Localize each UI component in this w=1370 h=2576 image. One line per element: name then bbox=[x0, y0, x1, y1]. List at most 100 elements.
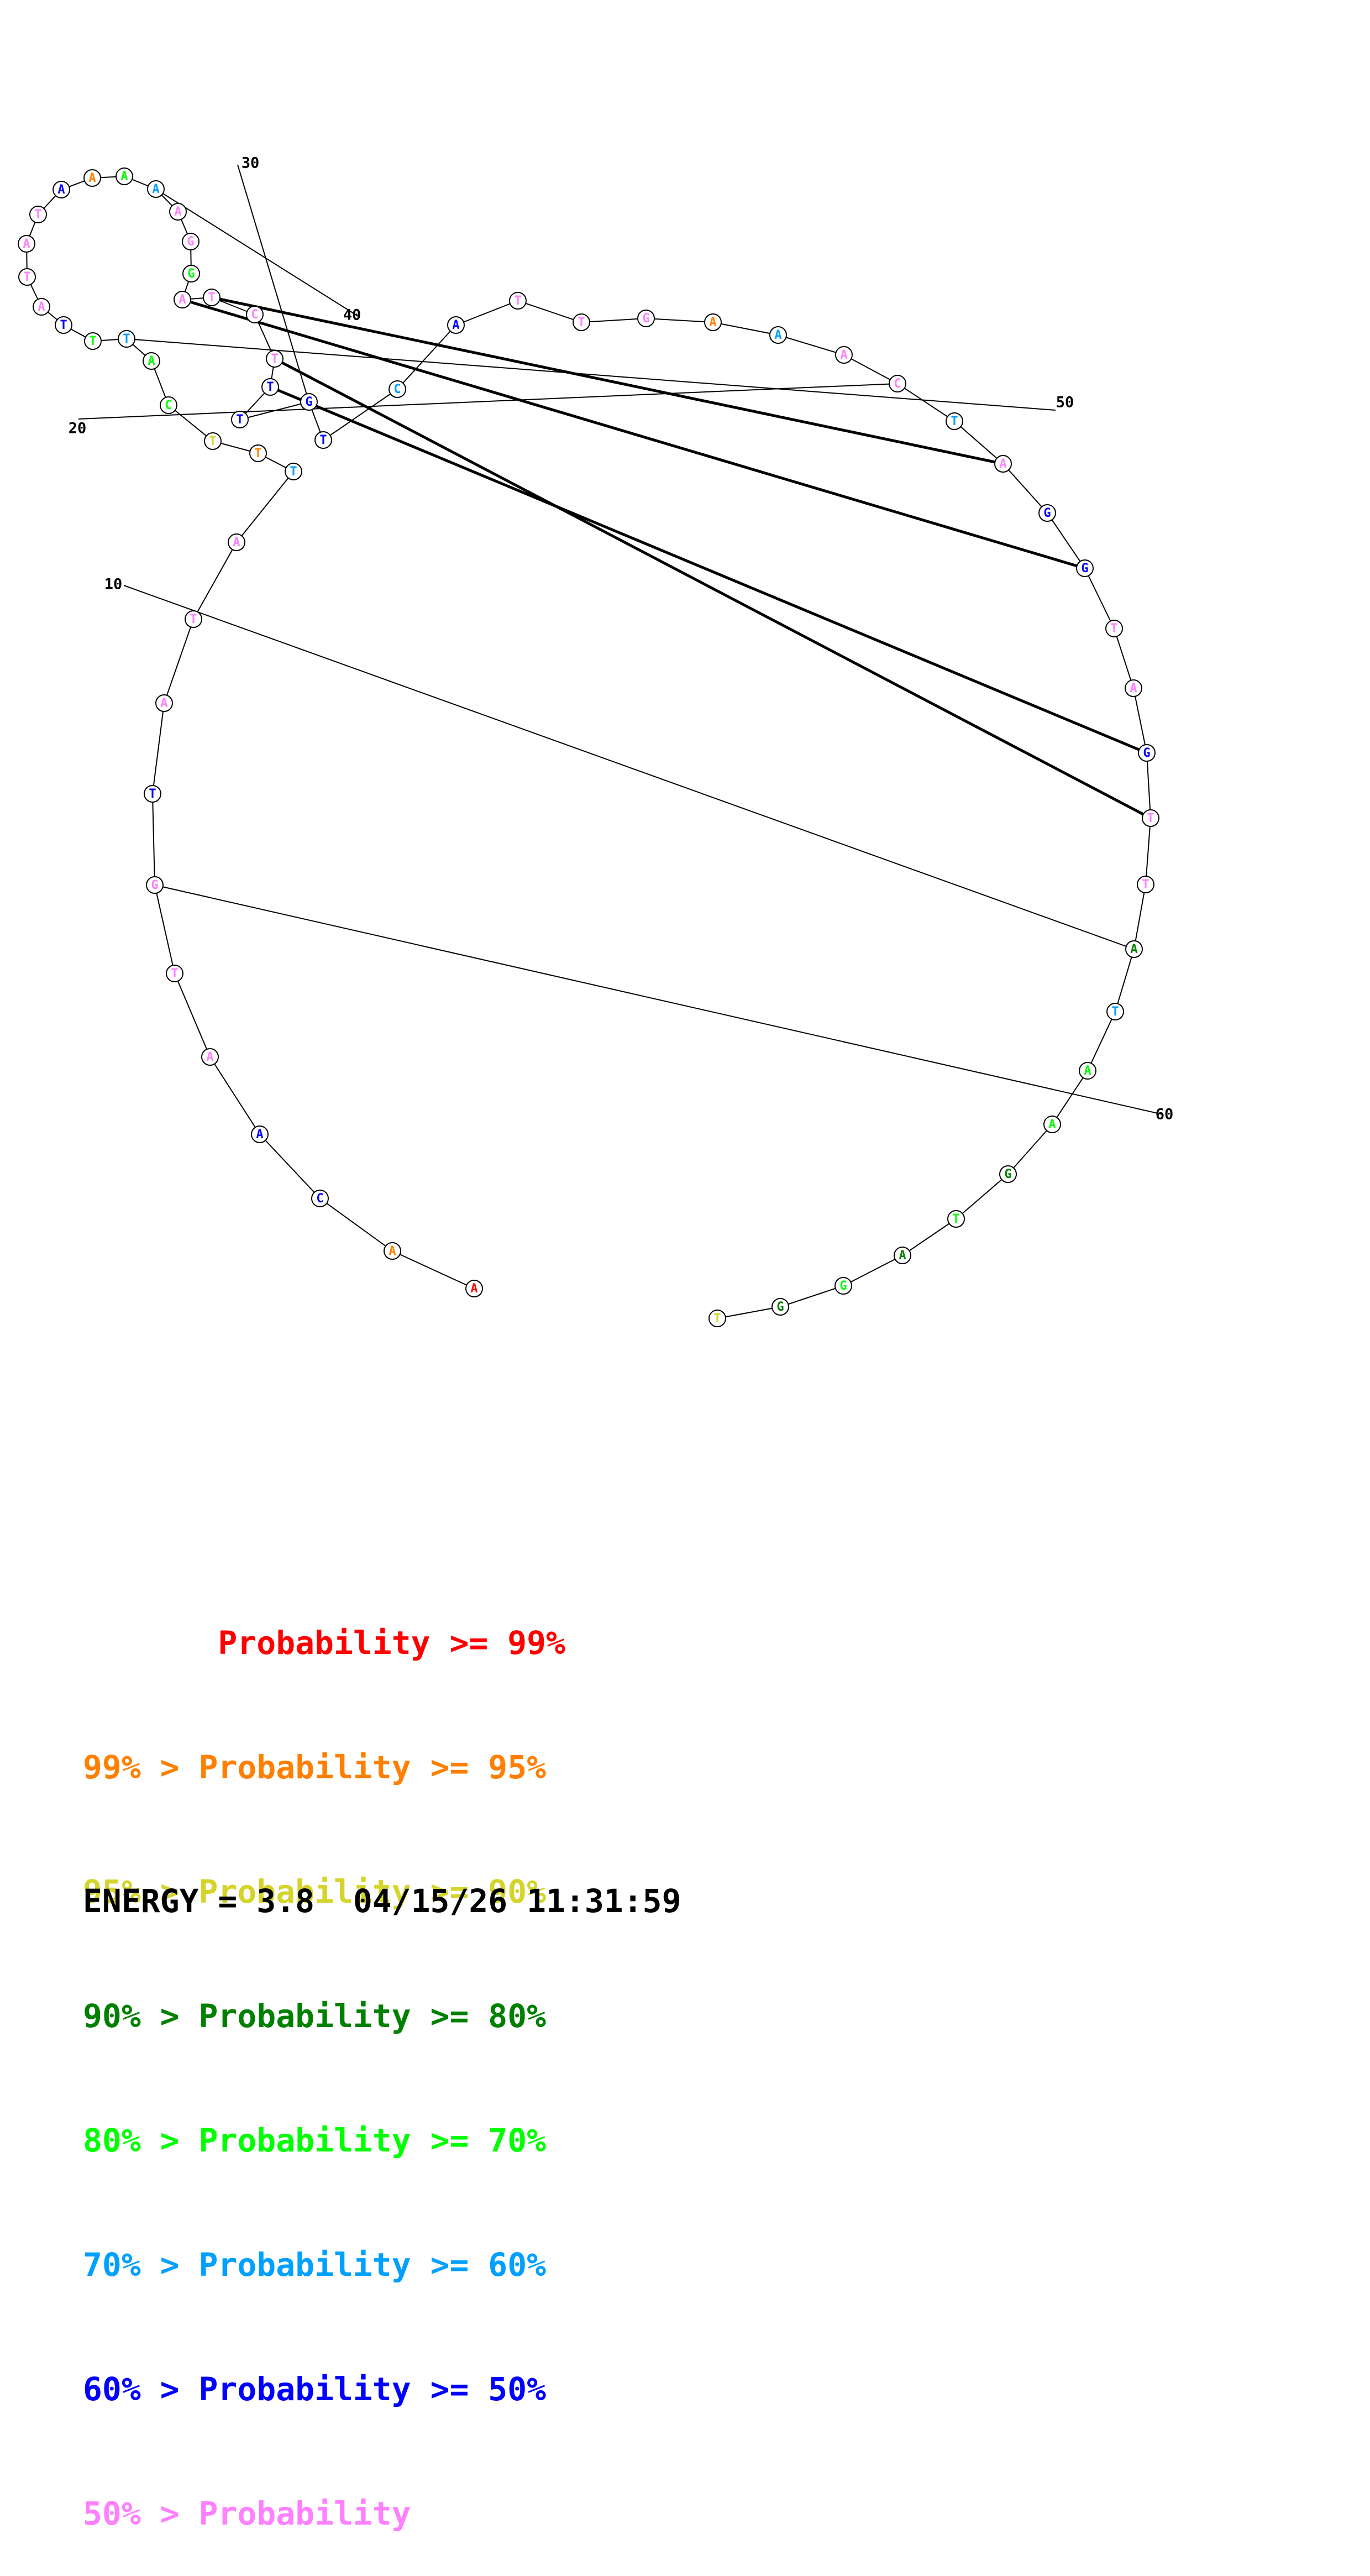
nucleotide-circle bbox=[573, 313, 590, 331]
backbone-segment bbox=[455, 300, 518, 326]
nucleotide-51: A bbox=[143, 352, 160, 370]
nucleotide-2: G bbox=[771, 1298, 789, 1316]
nucleotide-circle bbox=[231, 411, 249, 428]
nucleotide-10: A bbox=[1125, 940, 1143, 958]
index-tick bbox=[78, 383, 898, 420]
nucleotide-circle bbox=[285, 463, 302, 480]
backbone-segment bbox=[717, 1306, 781, 1319]
backbone-segment bbox=[164, 619, 194, 704]
nucleotide-12: T bbox=[1142, 809, 1159, 827]
legend-line-p60: 70% > Probability >= 60% bbox=[83, 2246, 547, 2284]
nucleotide-base: A bbox=[840, 348, 847, 362]
nucleotide-base: A bbox=[152, 182, 159, 196]
nucleotide-circle bbox=[1125, 940, 1143, 958]
nucleotide-base: C bbox=[393, 383, 401, 396]
nucleotide-base: A bbox=[999, 457, 1006, 471]
nucleotide-circle bbox=[889, 375, 906, 392]
backbone-segment bbox=[645, 318, 713, 323]
nucleotide-circle bbox=[1142, 809, 1159, 827]
nucleotide-53: T bbox=[204, 432, 222, 450]
nucleotide-11: T bbox=[1137, 876, 1154, 893]
nucleotide-base: G bbox=[1043, 506, 1051, 520]
nucleotide-base: A bbox=[774, 328, 781, 342]
nucleotide-base: G bbox=[1004, 1167, 1011, 1181]
nucleotide-circle bbox=[1076, 559, 1094, 577]
nucleotide-circle bbox=[249, 444, 267, 462]
nucleotide-circle bbox=[166, 965, 183, 982]
backbone-segment bbox=[152, 793, 155, 886]
nucleotide-circle bbox=[147, 180, 165, 198]
nucleotide-base: A bbox=[38, 300, 45, 314]
nucleotide-circle bbox=[160, 396, 177, 414]
nucleotide-circle bbox=[204, 432, 222, 450]
legend-line-p99: Probability >= 99% bbox=[83, 1624, 565, 1662]
nucleotide-circle bbox=[994, 455, 1012, 473]
nucleotide-27: A bbox=[447, 316, 465, 334]
nucleotide-48: T bbox=[55, 316, 72, 334]
nucleotide-base: T bbox=[236, 413, 243, 427]
nucleotide-circle bbox=[465, 1280, 483, 1297]
index-tick bbox=[126, 338, 1056, 411]
backbone-segment bbox=[1084, 568, 1115, 629]
nucleotide-18: A bbox=[994, 455, 1012, 473]
nucleotide-circle bbox=[389, 380, 406, 398]
nucleotide-35: T bbox=[203, 289, 221, 306]
backbone-segment bbox=[1002, 463, 1048, 514]
backbone-segment bbox=[1087, 1011, 1116, 1071]
nucleotide-circle bbox=[84, 332, 102, 350]
nucleotide-9: T bbox=[1106, 1003, 1124, 1020]
nucleotide-circle bbox=[1079, 1062, 1096, 1080]
nucleotide-circle bbox=[182, 265, 200, 282]
nucleotide-20: C bbox=[889, 375, 906, 392]
nucleotide-base: T bbox=[1147, 811, 1154, 825]
nucleotide-base: T bbox=[266, 380, 274, 394]
nucleotide-base: T bbox=[208, 291, 215, 305]
nucleotide-base: T bbox=[952, 1212, 959, 1226]
nucleotide-base: A bbox=[470, 1282, 477, 1296]
nucleotide-circle bbox=[18, 268, 36, 286]
nucleotide-46: T bbox=[18, 268, 36, 286]
nucleotide-base: A bbox=[88, 171, 96, 185]
backbone-segment bbox=[1146, 752, 1151, 819]
nucleotide-base: T bbox=[34, 208, 41, 222]
nucleotide-circle bbox=[203, 289, 221, 306]
nucleotide-32: T bbox=[261, 378, 279, 396]
nucleotide-base: A bbox=[389, 1244, 396, 1258]
backbone-segment bbox=[397, 324, 456, 390]
index-label: 10 bbox=[104, 576, 123, 593]
nucleotide-49: T bbox=[84, 332, 102, 350]
base-pair-line bbox=[270, 385, 1147, 755]
nucleotide-circle bbox=[261, 378, 279, 396]
nucleotide-31: T bbox=[231, 411, 249, 428]
nucleotide-circle bbox=[946, 412, 963, 430]
nucleotide-38: G bbox=[182, 233, 200, 250]
nucleotide-43: A bbox=[53, 181, 70, 198]
nucleotide-base: A bbox=[23, 237, 30, 251]
nucleotide-22: A bbox=[769, 326, 787, 344]
nucleotide-25: T bbox=[573, 313, 590, 331]
nucleotide-base: T bbox=[271, 352, 278, 366]
nucleotide-base: A bbox=[160, 697, 167, 710]
backbone-segment bbox=[954, 421, 1004, 464]
nucleotide-26: T bbox=[509, 292, 527, 310]
nucleotide-base: G bbox=[187, 235, 194, 249]
backbone-segment bbox=[236, 471, 294, 543]
nucleotide-base: A bbox=[1130, 682, 1137, 695]
nucleotide-15: T bbox=[1105, 620, 1123, 637]
nucleotide-circle bbox=[33, 298, 50, 316]
nucleotide-circle bbox=[228, 533, 245, 551]
nucleotide-36: A bbox=[174, 291, 191, 308]
nucleotide-circle bbox=[201, 1048, 219, 1066]
nucleotide-base: A bbox=[899, 1249, 906, 1263]
backbone-segment bbox=[209, 1056, 260, 1135]
nucleotide-circle bbox=[708, 1310, 726, 1327]
backbone-segment bbox=[1052, 1070, 1088, 1125]
nucleotide-6: G bbox=[999, 1165, 1017, 1183]
nucleotide-circle bbox=[834, 1277, 852, 1295]
nucleotide-37: G bbox=[182, 265, 200, 282]
nucleotide-circle bbox=[947, 1210, 965, 1228]
nucleotide-base: T bbox=[254, 447, 261, 460]
nucleotide-circle bbox=[185, 610, 202, 628]
legend-line-p50: 60% > Probability >= 50% bbox=[83, 2370, 547, 2408]
